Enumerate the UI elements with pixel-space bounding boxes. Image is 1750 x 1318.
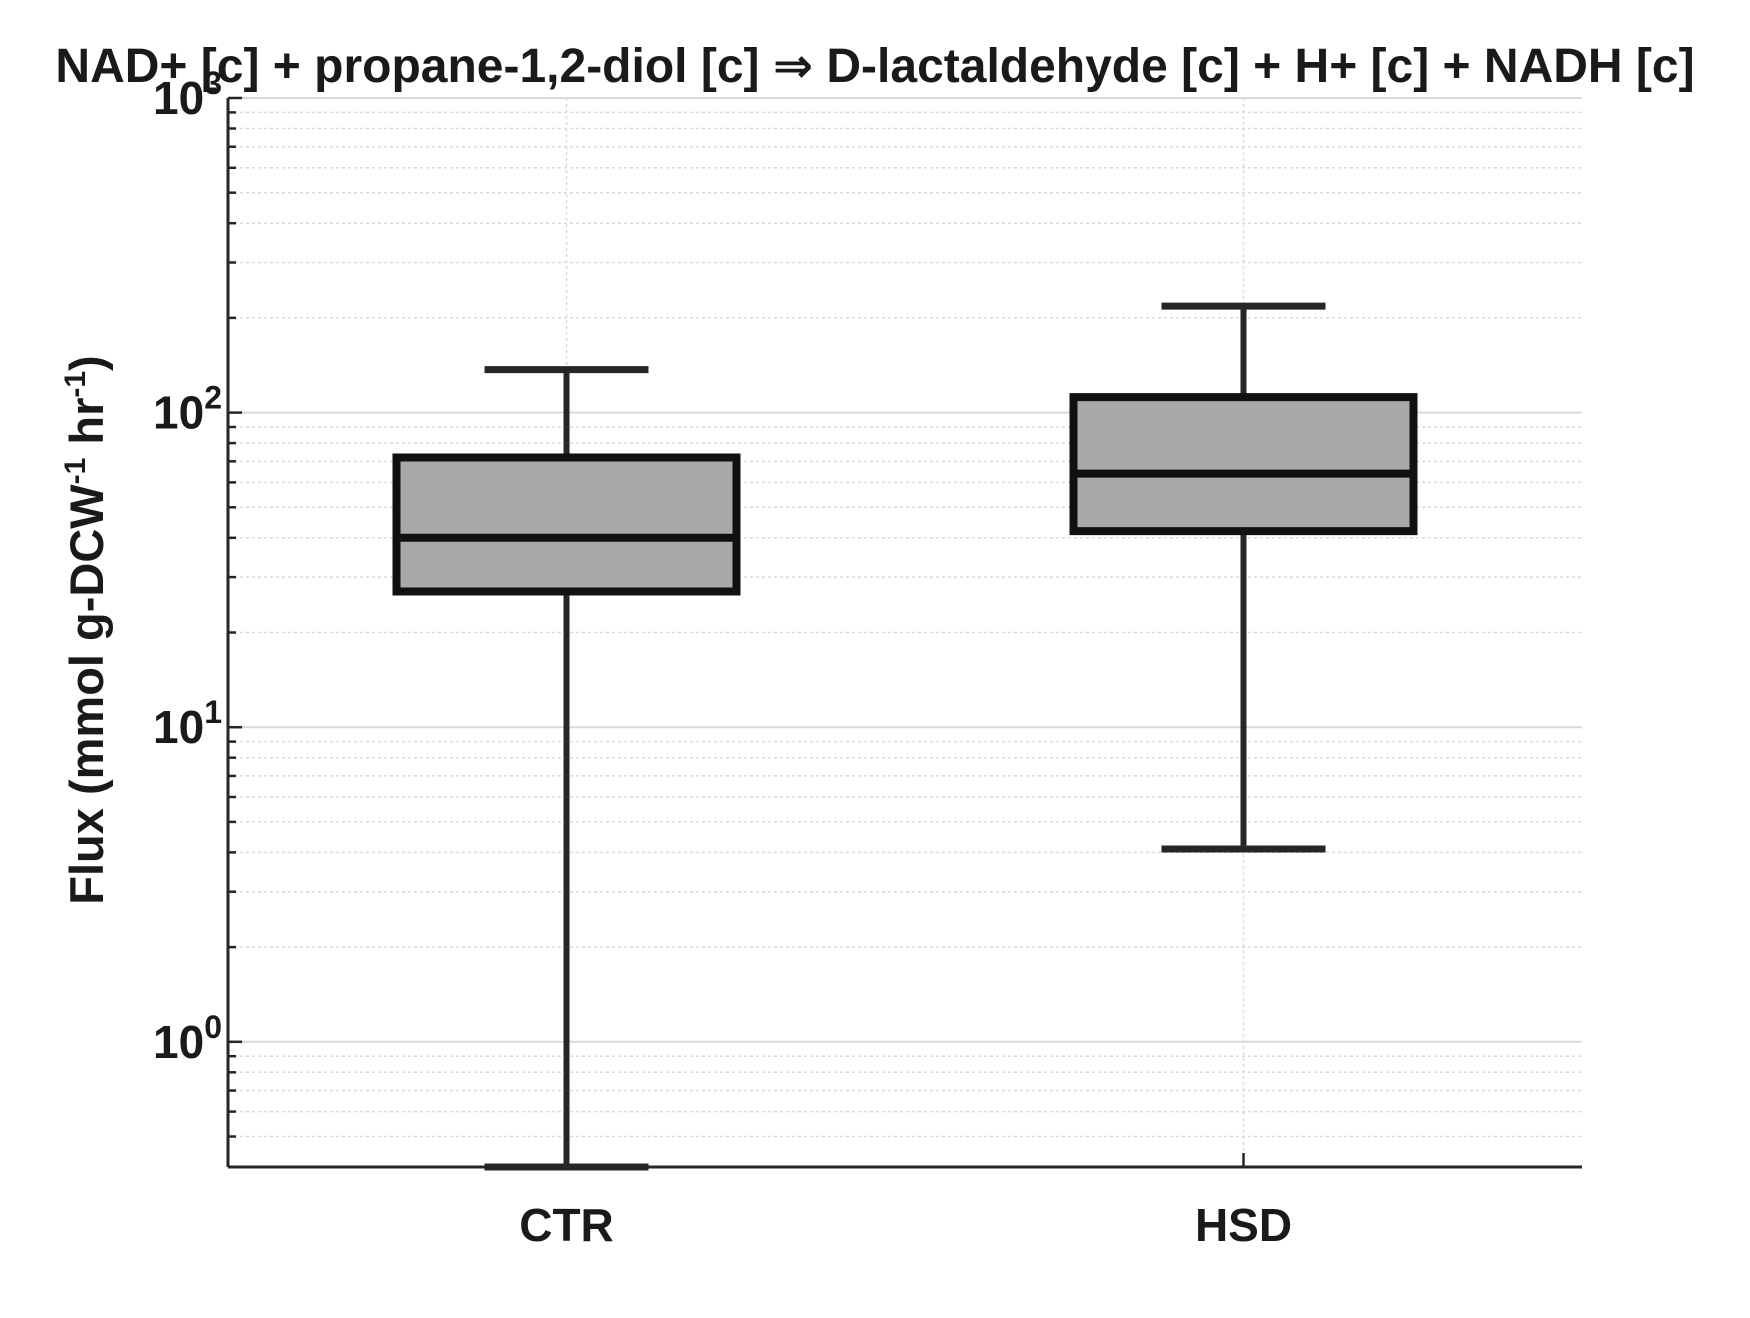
y-tick-label-exponent: 0 bbox=[204, 1009, 222, 1045]
y-tick-label-base: 10 bbox=[153, 1016, 204, 1068]
y-axis-label: Flux (mmol g-DCW-1 hr-1) bbox=[59, 355, 113, 904]
y-tick-label-exponent: 3 bbox=[204, 65, 222, 101]
box-group-ctr bbox=[392, 366, 741, 1171]
label-layer: NAD+ [c] + propane-1,2-diol [c] ⇒ D-lact… bbox=[55, 40, 1694, 905]
y-tick-label-exponent: 2 bbox=[204, 380, 222, 416]
x-tick-label-hsd: HSD bbox=[1195, 1199, 1292, 1251]
y-tick-label-base: 10 bbox=[153, 387, 204, 439]
y-axis-label-sup2: -1 bbox=[59, 371, 92, 398]
grid-layer bbox=[228, 97, 1582, 1168]
box-group-hsd bbox=[1069, 302, 1418, 853]
iqr-box bbox=[1069, 393, 1418, 536]
iqr-box bbox=[392, 453, 741, 596]
y-axis-label-suffix: ) bbox=[60, 355, 113, 371]
x-tick-label-ctr: CTR bbox=[519, 1199, 614, 1251]
y-tick-label-exponent: 1 bbox=[204, 694, 222, 730]
y-tick-label: 101 bbox=[153, 694, 222, 753]
y-tick-label-base: 10 bbox=[153, 72, 204, 124]
y-tick-label: 102 bbox=[153, 380, 222, 439]
box-layer bbox=[392, 302, 1418, 1171]
y-axis-label-sup1: -1 bbox=[59, 458, 92, 485]
y-axis-label-prefix: Flux (mmol g-DCW bbox=[60, 484, 113, 905]
y-axis-label-middle: hr bbox=[60, 398, 113, 458]
y-tick-label-base: 10 bbox=[153, 701, 204, 753]
y-tick-label: 100 bbox=[153, 1009, 222, 1068]
y-tick-label: 103 bbox=[153, 65, 222, 124]
chart-title: NAD+ [c] + propane-1,2-diol [c] ⇒ D-lact… bbox=[55, 40, 1694, 93]
